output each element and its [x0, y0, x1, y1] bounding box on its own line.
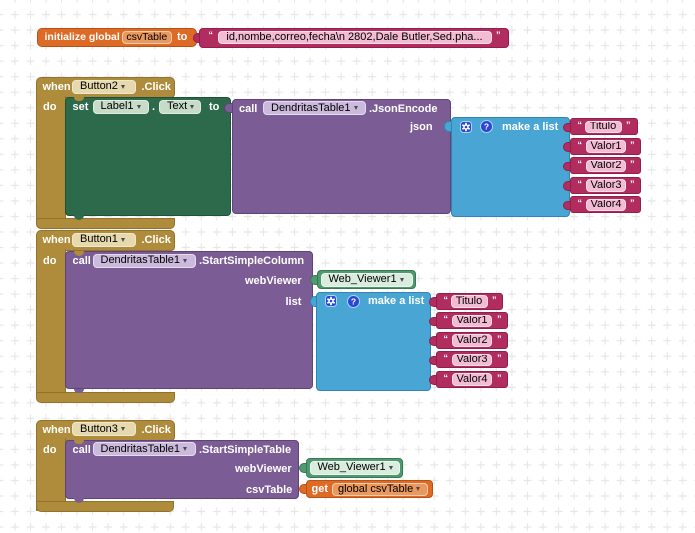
svg-text:?: ?: [351, 296, 356, 306]
svg-text:?: ?: [483, 121, 488, 131]
